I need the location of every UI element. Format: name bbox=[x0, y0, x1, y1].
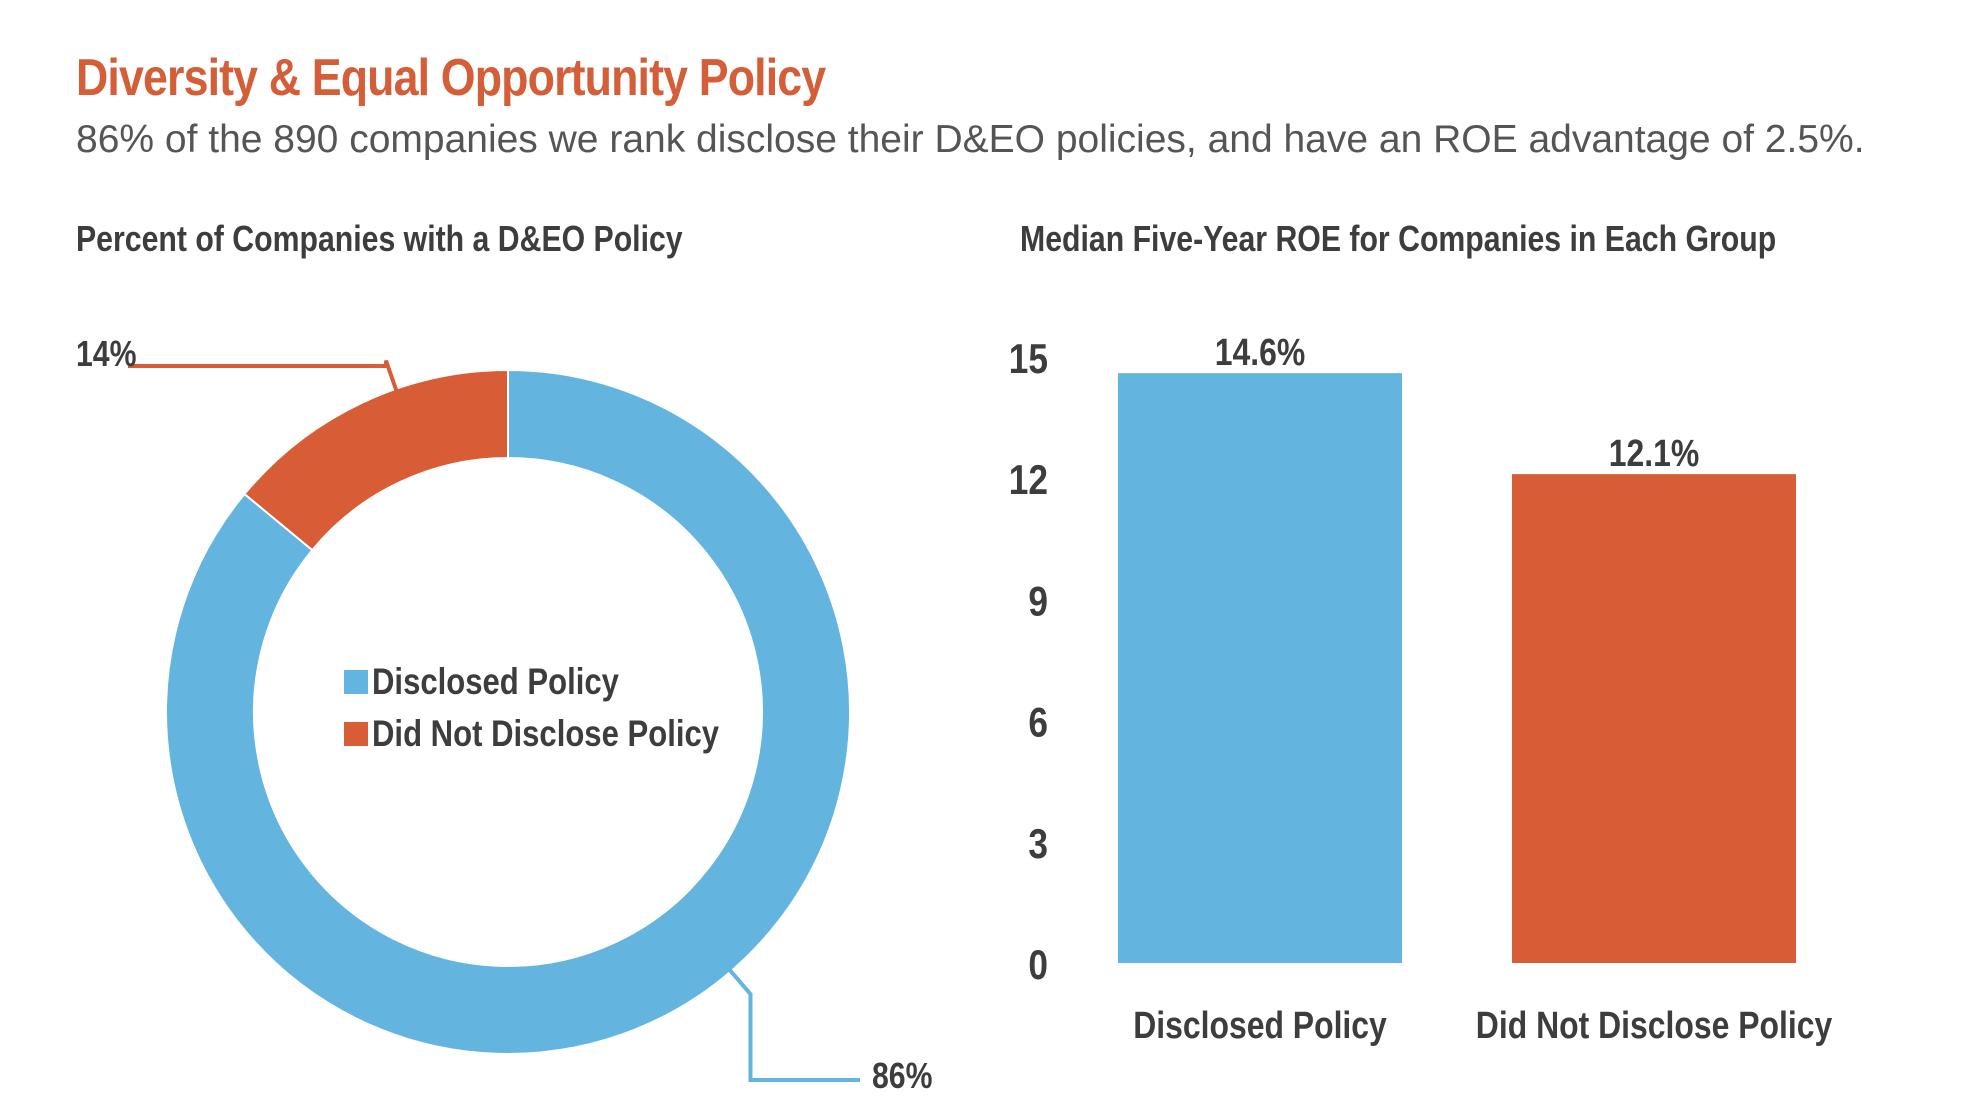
legend-swatch-disclosed bbox=[344, 670, 368, 694]
y-tick-label-12: 12 bbox=[1009, 457, 1048, 504]
x-category-label-did-not-disclose-policy: Did Not Disclose Policy bbox=[1476, 1004, 1833, 1046]
y-tick-label-0: 0 bbox=[1028, 942, 1048, 989]
bar-chart-title: Median Five-Year ROE for Companies in Ea… bbox=[1020, 218, 1777, 259]
legend-swatch-not-disclosed bbox=[344, 722, 368, 746]
bar-value-label-disclosed-policy: 14.6% bbox=[1215, 332, 1305, 374]
y-tick-label-9: 9 bbox=[1028, 579, 1048, 626]
donut-chart-title: Percent of Companies with a D&EO Policy bbox=[76, 218, 683, 259]
donut-slice-disclosed-policy bbox=[165, 368, 851, 1055]
bar-chart: 0 3 6 9 12 15 14.6% 12.1% Disclosed Policy Did … bbox=[1009, 332, 1833, 1047]
donut-leader-line-disclosed bbox=[725, 965, 860, 1082]
donut-leader-line-not-disclosed bbox=[128, 359, 400, 396]
page-subtitle: 86% of the 890 companies we rank disclos… bbox=[76, 118, 1865, 161]
page-title: Diversity & Equal Opportunity Policy bbox=[76, 49, 826, 107]
donut-value-label-not-disclosed: 14% bbox=[76, 335, 137, 375]
legend-label-not-disclosed: Did Not Disclose Policy bbox=[372, 714, 719, 755]
bar-value-label-did-not-disclose-policy: 12.1% bbox=[1609, 433, 1699, 475]
y-tick-label-3: 3 bbox=[1028, 821, 1048, 868]
bar-disclosed-policy bbox=[1118, 373, 1402, 963]
legend-label-disclosed: Disclosed Policy bbox=[372, 662, 619, 703]
donut-legend: Disclosed Policy Did Not Disclose Policy bbox=[344, 662, 719, 755]
y-tick-label-6: 6 bbox=[1028, 700, 1048, 747]
bar-did-not-disclose-policy bbox=[1512, 474, 1796, 963]
donut-value-label-disclosed: 86% bbox=[872, 1057, 933, 1097]
y-tick-label-15: 15 bbox=[1009, 336, 1048, 383]
x-category-label-disclosed-policy: Disclosed Policy bbox=[1133, 1004, 1387, 1046]
donut-slice-did-not-disclose-policy bbox=[243, 368, 509, 552]
donut-chart: 86% 14% Disclosed Policy Did Not Disclos… bbox=[76, 335, 933, 1097]
